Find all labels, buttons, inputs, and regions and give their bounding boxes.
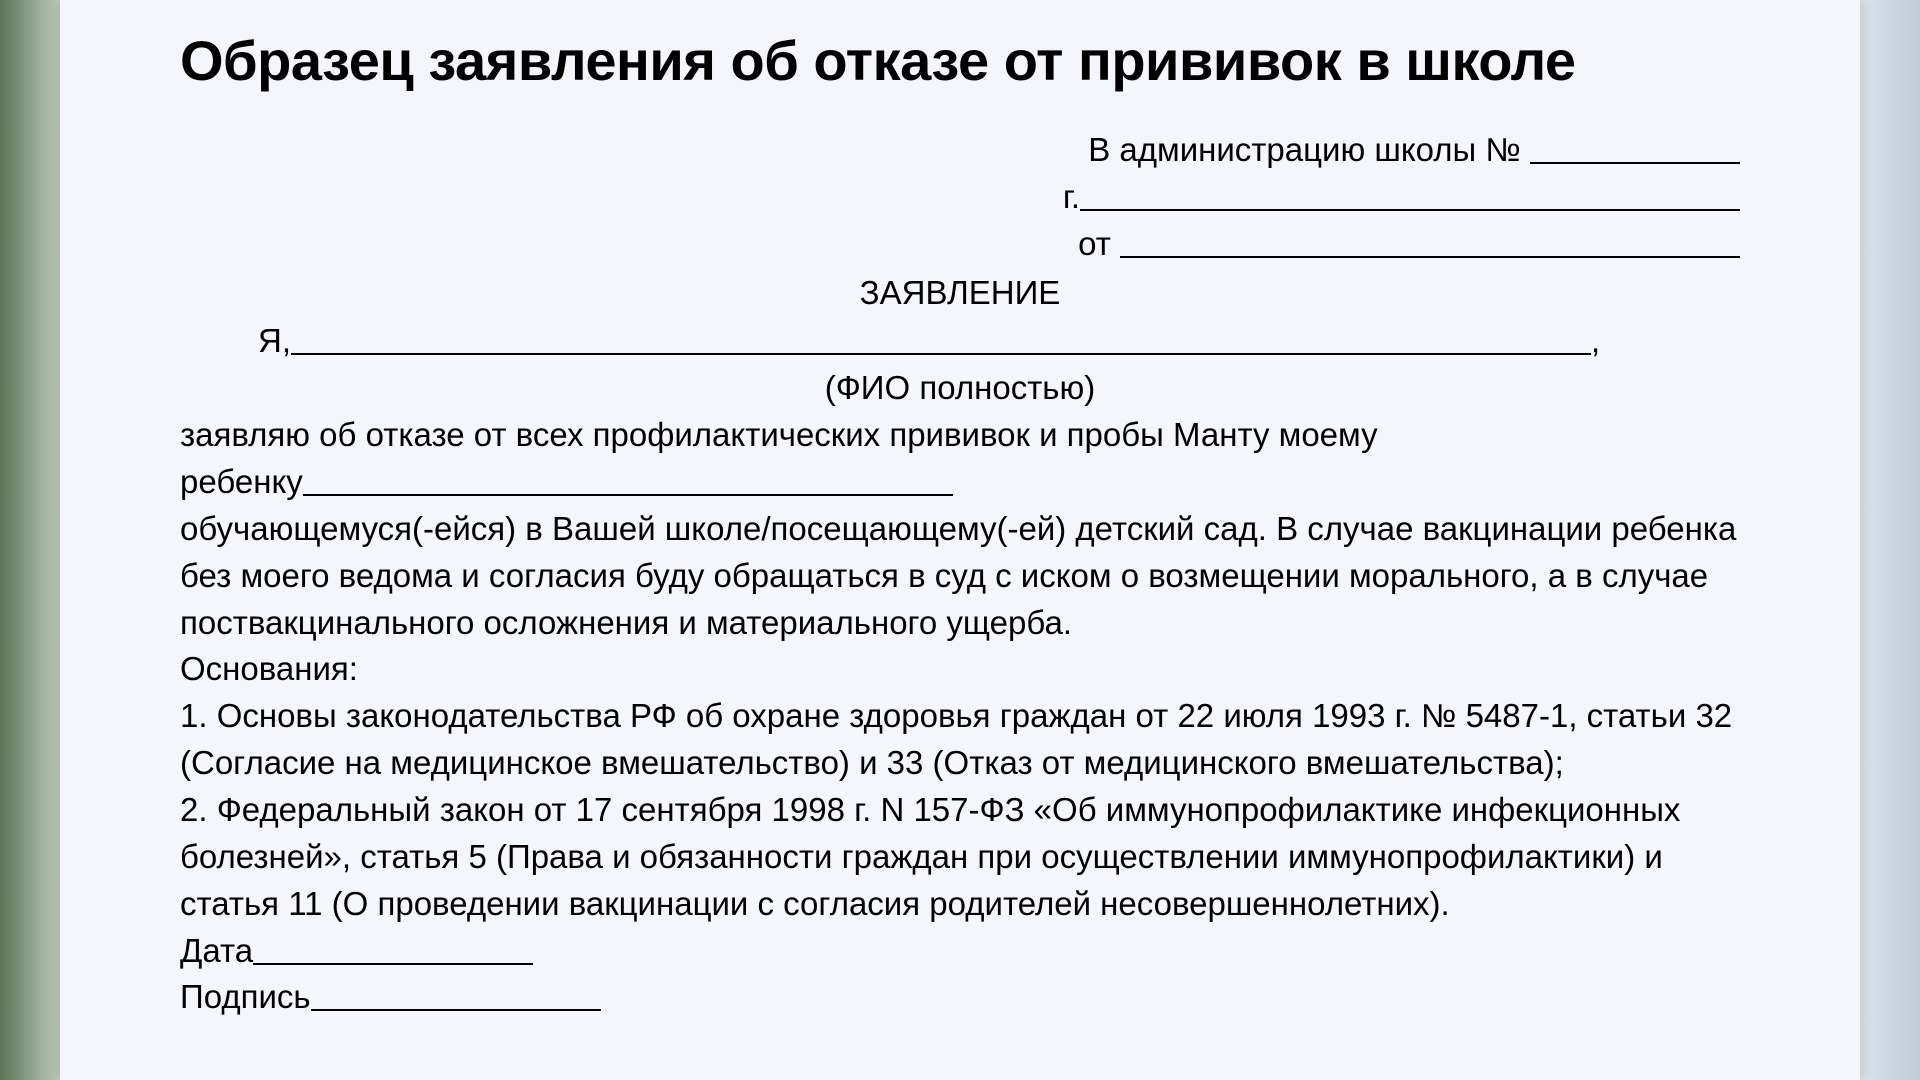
document-title: Образец заявления об отказе от прививок … bbox=[180, 28, 1740, 93]
date-line: Дата bbox=[180, 928, 1740, 975]
from-line: от bbox=[180, 221, 1740, 268]
name-blank bbox=[291, 353, 1591, 355]
ground-1: 1. Основы законодательства РФ об охране … bbox=[180, 693, 1740, 787]
child-name-blank bbox=[303, 494, 953, 496]
name-comma: , bbox=[1591, 322, 1600, 359]
date-blank bbox=[253, 963, 533, 965]
doc-heading: ЗАЯВЛЕНИЕ bbox=[180, 270, 1740, 317]
to-admin-line: В администрацию школы № bbox=[180, 127, 1740, 174]
ground-2: 2. Федеральный закон от 17 сентября 1998… bbox=[180, 787, 1740, 928]
from-prefix: от bbox=[1078, 225, 1111, 262]
child-line: ребенку bbox=[180, 459, 1740, 506]
addressee-block: В администрацию школы № г. от bbox=[180, 127, 1740, 268]
child-prefix: ребенку bbox=[180, 463, 303, 500]
grounds-label: Основания: bbox=[180, 646, 1740, 693]
consequences-paragraph: обучающемуся(-ейся) в Вашей школе/посеща… bbox=[180, 506, 1740, 647]
school-number-blank bbox=[1530, 162, 1740, 164]
date-label: Дата bbox=[180, 932, 253, 969]
body-block: заявляю об отказе от всех профилактическ… bbox=[180, 412, 1740, 1021]
city-line: г. bbox=[180, 174, 1740, 221]
signature-label: Подпись bbox=[180, 978, 311, 1015]
name-hint: (ФИО полностью) bbox=[180, 365, 1740, 412]
document-page: Образец заявления об отказе от прививок … bbox=[60, 0, 1860, 1080]
name-prefix: Я, bbox=[258, 322, 291, 359]
refusal-line-1: заявляю об отказе от всех профилактическ… bbox=[180, 412, 1740, 459]
from-blank bbox=[1120, 256, 1740, 258]
signature-line: Подпись bbox=[180, 974, 1740, 1021]
applicant-name-line: Я,, bbox=[180, 318, 1740, 365]
city-blank bbox=[1080, 209, 1740, 211]
city-prefix: г. bbox=[1063, 178, 1080, 215]
to-admin-label: В администрацию школы № bbox=[1088, 131, 1521, 168]
signature-blank bbox=[311, 1009, 601, 1011]
